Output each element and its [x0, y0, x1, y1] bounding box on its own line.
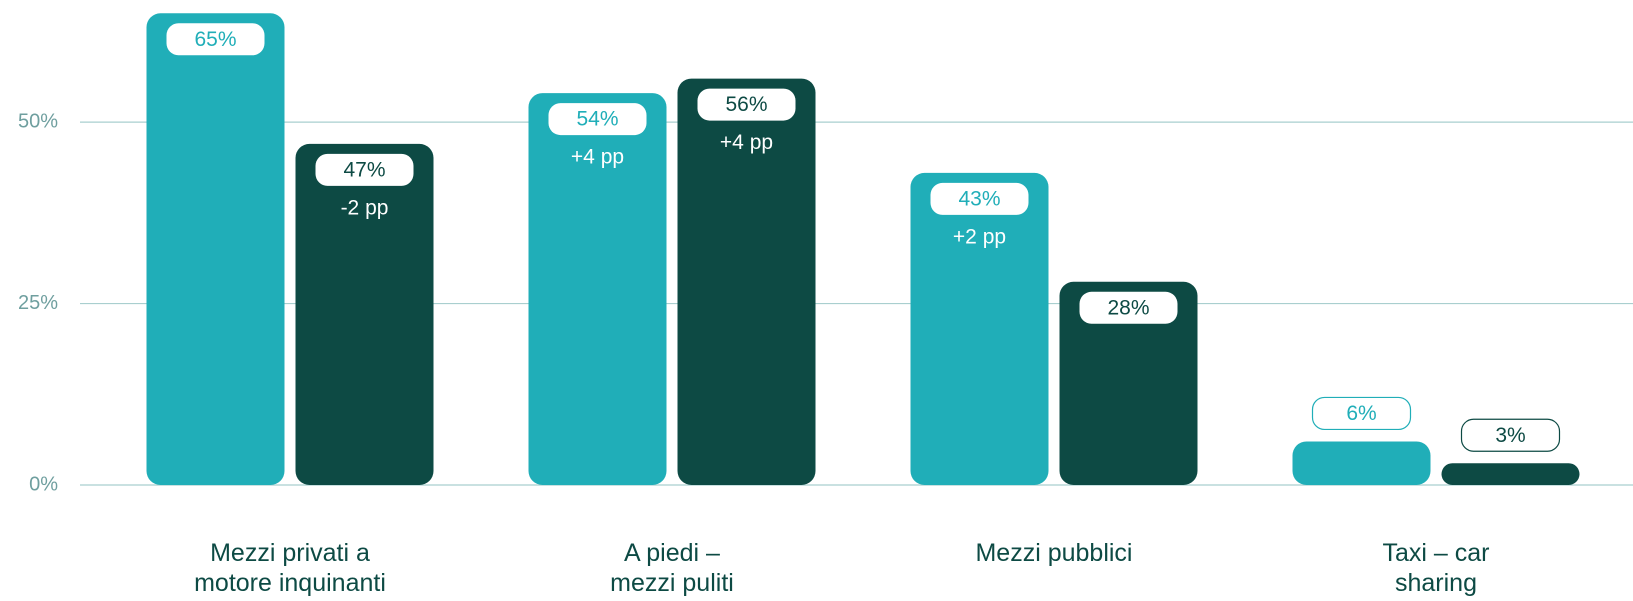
- value-label: 47%: [343, 158, 385, 181]
- bar: [1292, 441, 1431, 485]
- bar: [1441, 463, 1580, 485]
- value-label: 65%: [194, 28, 236, 51]
- x-tick-label: A piedi – mezzi puliti: [610, 539, 734, 597]
- value-label-box: [697, 88, 796, 121]
- bar: [677, 78, 816, 486]
- annotation: -2 pp: [341, 196, 389, 219]
- value-label-box: [166, 23, 265, 56]
- x-tick-label: Taxi – car sharing: [1382, 539, 1490, 597]
- x-tick-label: Mezzi pubblici: [975, 539, 1133, 567]
- value-label-box: [548, 103, 647, 136]
- bar: [146, 13, 285, 486]
- value-label-box: [315, 153, 414, 186]
- y-tick-label: 0%: [29, 473, 58, 495]
- bar: [528, 93, 667, 485]
- value-label-box: [1460, 418, 1561, 452]
- value-label: 56%: [725, 93, 767, 116]
- value-label: 6%: [1346, 402, 1376, 425]
- x-tick-label: Mezzi privati a motore inquinanti: [194, 539, 386, 597]
- value-label: 43%: [958, 187, 1000, 210]
- value-label-box: [1311, 396, 1412, 431]
- value-label: 3%: [1495, 424, 1525, 447]
- y-tick-label: 25%: [18, 292, 58, 314]
- bar: [910, 172, 1049, 485]
- annotation: +4 pp: [720, 131, 773, 154]
- value-label: 28%: [1107, 296, 1149, 319]
- value-label-box: [930, 182, 1029, 215]
- annotation: +2 pp: [953, 225, 1006, 248]
- bar: [1059, 281, 1198, 485]
- annotation: +4 pp: [571, 146, 624, 169]
- value-label-box: [1079, 291, 1178, 324]
- y-tick-label: 50%: [18, 110, 58, 132]
- value-label: 54%: [576, 108, 618, 131]
- bar: [295, 143, 434, 486]
